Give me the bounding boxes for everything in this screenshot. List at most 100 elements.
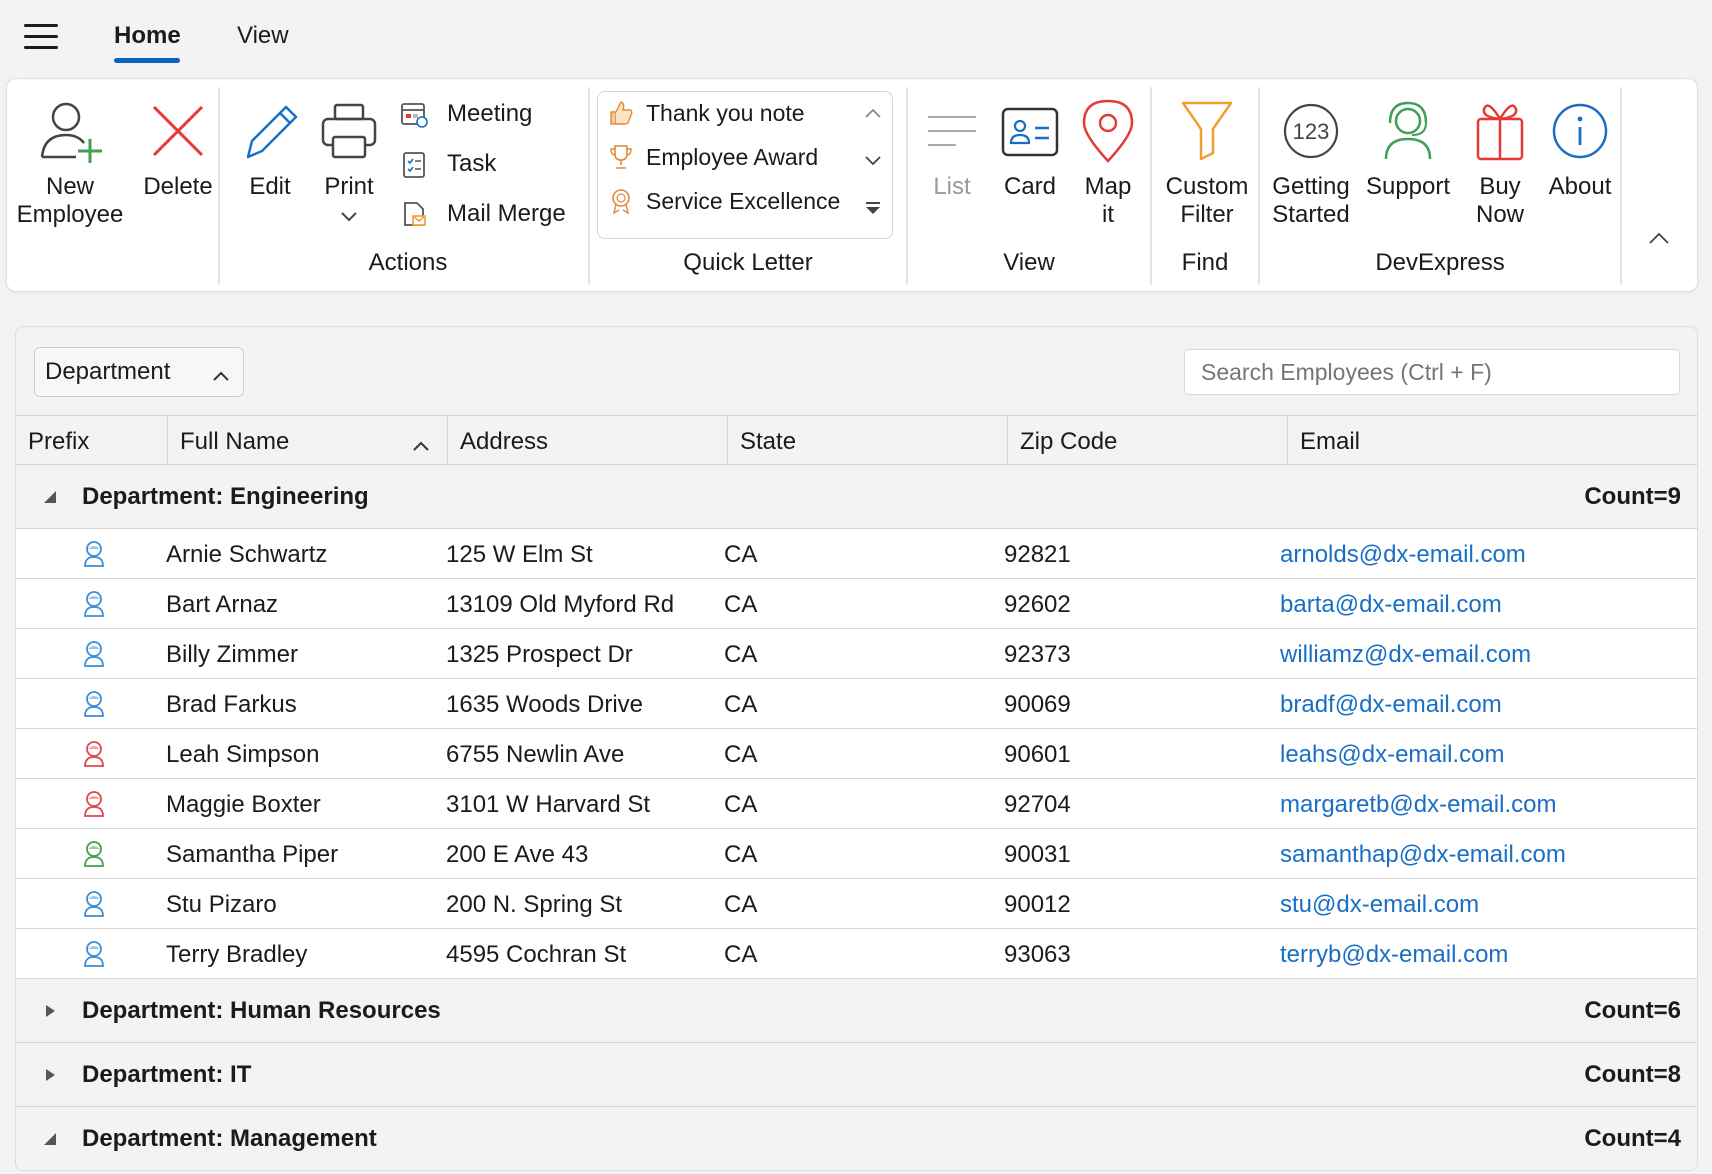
cell-email[interactable]: barta@dx-email.com [1280, 591, 1502, 618]
card-view-button[interactable]: Card [991, 95, 1069, 201]
chevron-up-icon [211, 362, 231, 390]
cell-email[interactable]: arnolds@dx-email.com [1280, 541, 1526, 568]
group-expand-icon[interactable] [42, 1003, 58, 1019]
delete-x-icon [133, 95, 223, 167]
column-header-label: Full Name [180, 428, 290, 455]
list-label: List [933, 173, 971, 200]
map-label-2: it [1102, 201, 1114, 228]
group-title: Department: Human Resources [82, 997, 441, 1024]
card-label: Card [1003, 173, 1057, 200]
table-row[interactable]: Stu Pizaro 200 N. Spring St CA 90012 stu@dx-… [16, 879, 1697, 929]
column-header-label: State [740, 428, 797, 455]
gallery-expand-icon[interactable] [860, 196, 886, 222]
cell-address: 1325 Prospect Dr [446, 641, 633, 668]
cell-full-name: Terry Bradley [166, 941, 308, 968]
list-view-button[interactable]: List [917, 95, 987, 201]
getting-started-label-2: Started [1272, 201, 1350, 228]
task-label: Task [447, 150, 497, 177]
table-row[interactable]: Brad Farkus 1635 Woods Drive CA 90069 bradf@… [16, 679, 1697, 729]
tab-view[interactable]: View [237, 22, 289, 49]
custom-filter-button[interactable]: Custom Filter [1157, 95, 1257, 229]
column-header-address[interactable]: Address [448, 416, 728, 464]
edit-button[interactable]: Edit [231, 95, 309, 201]
buy-now-button[interactable]: Buy Now [1461, 95, 1539, 229]
active-tab-indicator [114, 58, 180, 63]
gallery-item-service-excellence[interactable]: Service Excellence [606, 186, 840, 216]
edit-label: Edit [249, 173, 291, 200]
cell-state: CA [724, 741, 758, 768]
table-row[interactable]: Terry Bradley 4595 Cochran St CA 93063 terry… [16, 929, 1697, 979]
collapse-ribbon-icon[interactable] [1645, 229, 1673, 249]
print-label: Print [324, 173, 374, 200]
cell-address: 6755 Newlin Ave [446, 741, 625, 768]
gallery-item-thank-you[interactable]: Thank you note [606, 98, 805, 128]
pencil-icon [231, 95, 309, 167]
cell-zip-code: 92821 [1004, 541, 1071, 568]
column-header-label: Email [1300, 428, 1361, 455]
ribbon-separator [588, 87, 590, 285]
delete-button[interactable]: Delete [133, 95, 223, 201]
cell-email[interactable]: williamz@dx-email.com [1280, 641, 1532, 668]
person-male-icon [82, 890, 106, 918]
gallery-scroll-down-icon[interactable] [860, 148, 886, 174]
map-label-1: Map [1084, 173, 1132, 200]
group-label-quick-letter: Quick Letter [683, 249, 813, 276]
ribbon-separator [218, 87, 220, 285]
column-header-zip-code[interactable]: Zip Code [1008, 416, 1288, 464]
group-by-department-chip[interactable]: Department [34, 347, 244, 397]
gallery-item-employee-award[interactable]: Employee Award [606, 142, 818, 172]
column-header-state[interactable]: State [728, 416, 1008, 464]
gallery-scroll-up-icon[interactable] [860, 100, 886, 126]
group-collapse-icon[interactable] [42, 489, 58, 505]
group-row[interactable]: Department: IT Count=8 [16, 1043, 1697, 1107]
group-row[interactable]: Department: Human Resources Count=6 [16, 979, 1697, 1043]
group-row[interactable]: Department: Engineering Count=9 [16, 465, 1697, 529]
cell-full-name: Bart Arnaz [166, 591, 279, 618]
getting-started-label-1: Getting [1272, 173, 1350, 200]
table-row[interactable]: Samantha Piper 200 E Ave 43 CA 90031 samanth… [16, 829, 1697, 879]
menu-icon[interactable] [24, 24, 58, 52]
cell-address: 200 E Ave 43 [446, 841, 589, 868]
cell-email[interactable]: terryb@dx-email.com [1280, 941, 1509, 968]
about-button[interactable]: About [1541, 95, 1619, 201]
table-row[interactable]: Billy Zimmer 1325 Prospect Dr CA 92373 willi… [16, 629, 1697, 679]
thank-you-label: Thank you note [646, 99, 805, 126]
search-input[interactable] [1184, 349, 1680, 395]
column-header-label: Zip Code [1020, 428, 1118, 455]
tab-home[interactable]: Home [114, 22, 181, 49]
calendar-icon [397, 97, 431, 131]
group-row[interactable]: Department: Management Count=4 [16, 1107, 1697, 1170]
cell-email[interactable]: bradf@dx-email.com [1280, 691, 1502, 718]
getting-started-button[interactable]: 123 Getting Started [1265, 95, 1357, 229]
table-row[interactable]: Bart Arnaz 13109 Old Myford Rd CA 92602 bart… [16, 579, 1697, 629]
new-employee-button[interactable]: New Employee [15, 95, 125, 229]
group-label-devexpress: DevExpress [1375, 249, 1505, 276]
column-header-email[interactable]: Email [1288, 416, 1697, 464]
column-header-full-name[interactable]: Full Name [168, 416, 448, 464]
group-collapse-icon[interactable] [42, 1131, 58, 1147]
mail-merge-button[interactable]: Mail Merge [397, 197, 566, 231]
map-it-button[interactable]: Map it [1073, 95, 1143, 229]
table-row[interactable]: Arnie Schwartz 125 W Elm St CA 92821 arnolds… [16, 529, 1697, 579]
cell-email[interactable]: samanthap@dx-email.com [1280, 841, 1566, 868]
table-row[interactable]: Maggie Boxter 3101 W Harvard St CA 92704 mar… [16, 779, 1697, 829]
trophy-icon [606, 142, 636, 172]
person-male-icon [82, 690, 106, 718]
cell-state: CA [724, 641, 758, 668]
service-excellence-label: Service Excellence [646, 187, 841, 214]
custom-filter-label-2: Filter [1180, 201, 1234, 228]
employee-award-label: Employee Award [646, 143, 819, 170]
group-title: Department: Management [82, 1125, 377, 1152]
group-expand-icon[interactable] [42, 1067, 58, 1083]
task-button[interactable]: Task [397, 147, 496, 181]
cell-email[interactable]: leahs@dx-email.com [1280, 741, 1505, 768]
cell-email[interactable]: margaretb@dx-email.com [1280, 791, 1557, 818]
meeting-button[interactable]: Meeting [397, 97, 532, 131]
print-button[interactable]: Print [311, 95, 387, 231]
table-row[interactable]: Leah Simpson 6755 Newlin Ave CA 90601 leahs@… [16, 729, 1697, 779]
cell-state: CA [724, 841, 758, 868]
support-headset-icon [1359, 95, 1457, 167]
support-button[interactable]: Support [1359, 95, 1457, 201]
column-header-prefix[interactable]: Prefix [16, 416, 168, 464]
cell-email[interactable]: stu@dx-email.com [1280, 891, 1480, 918]
